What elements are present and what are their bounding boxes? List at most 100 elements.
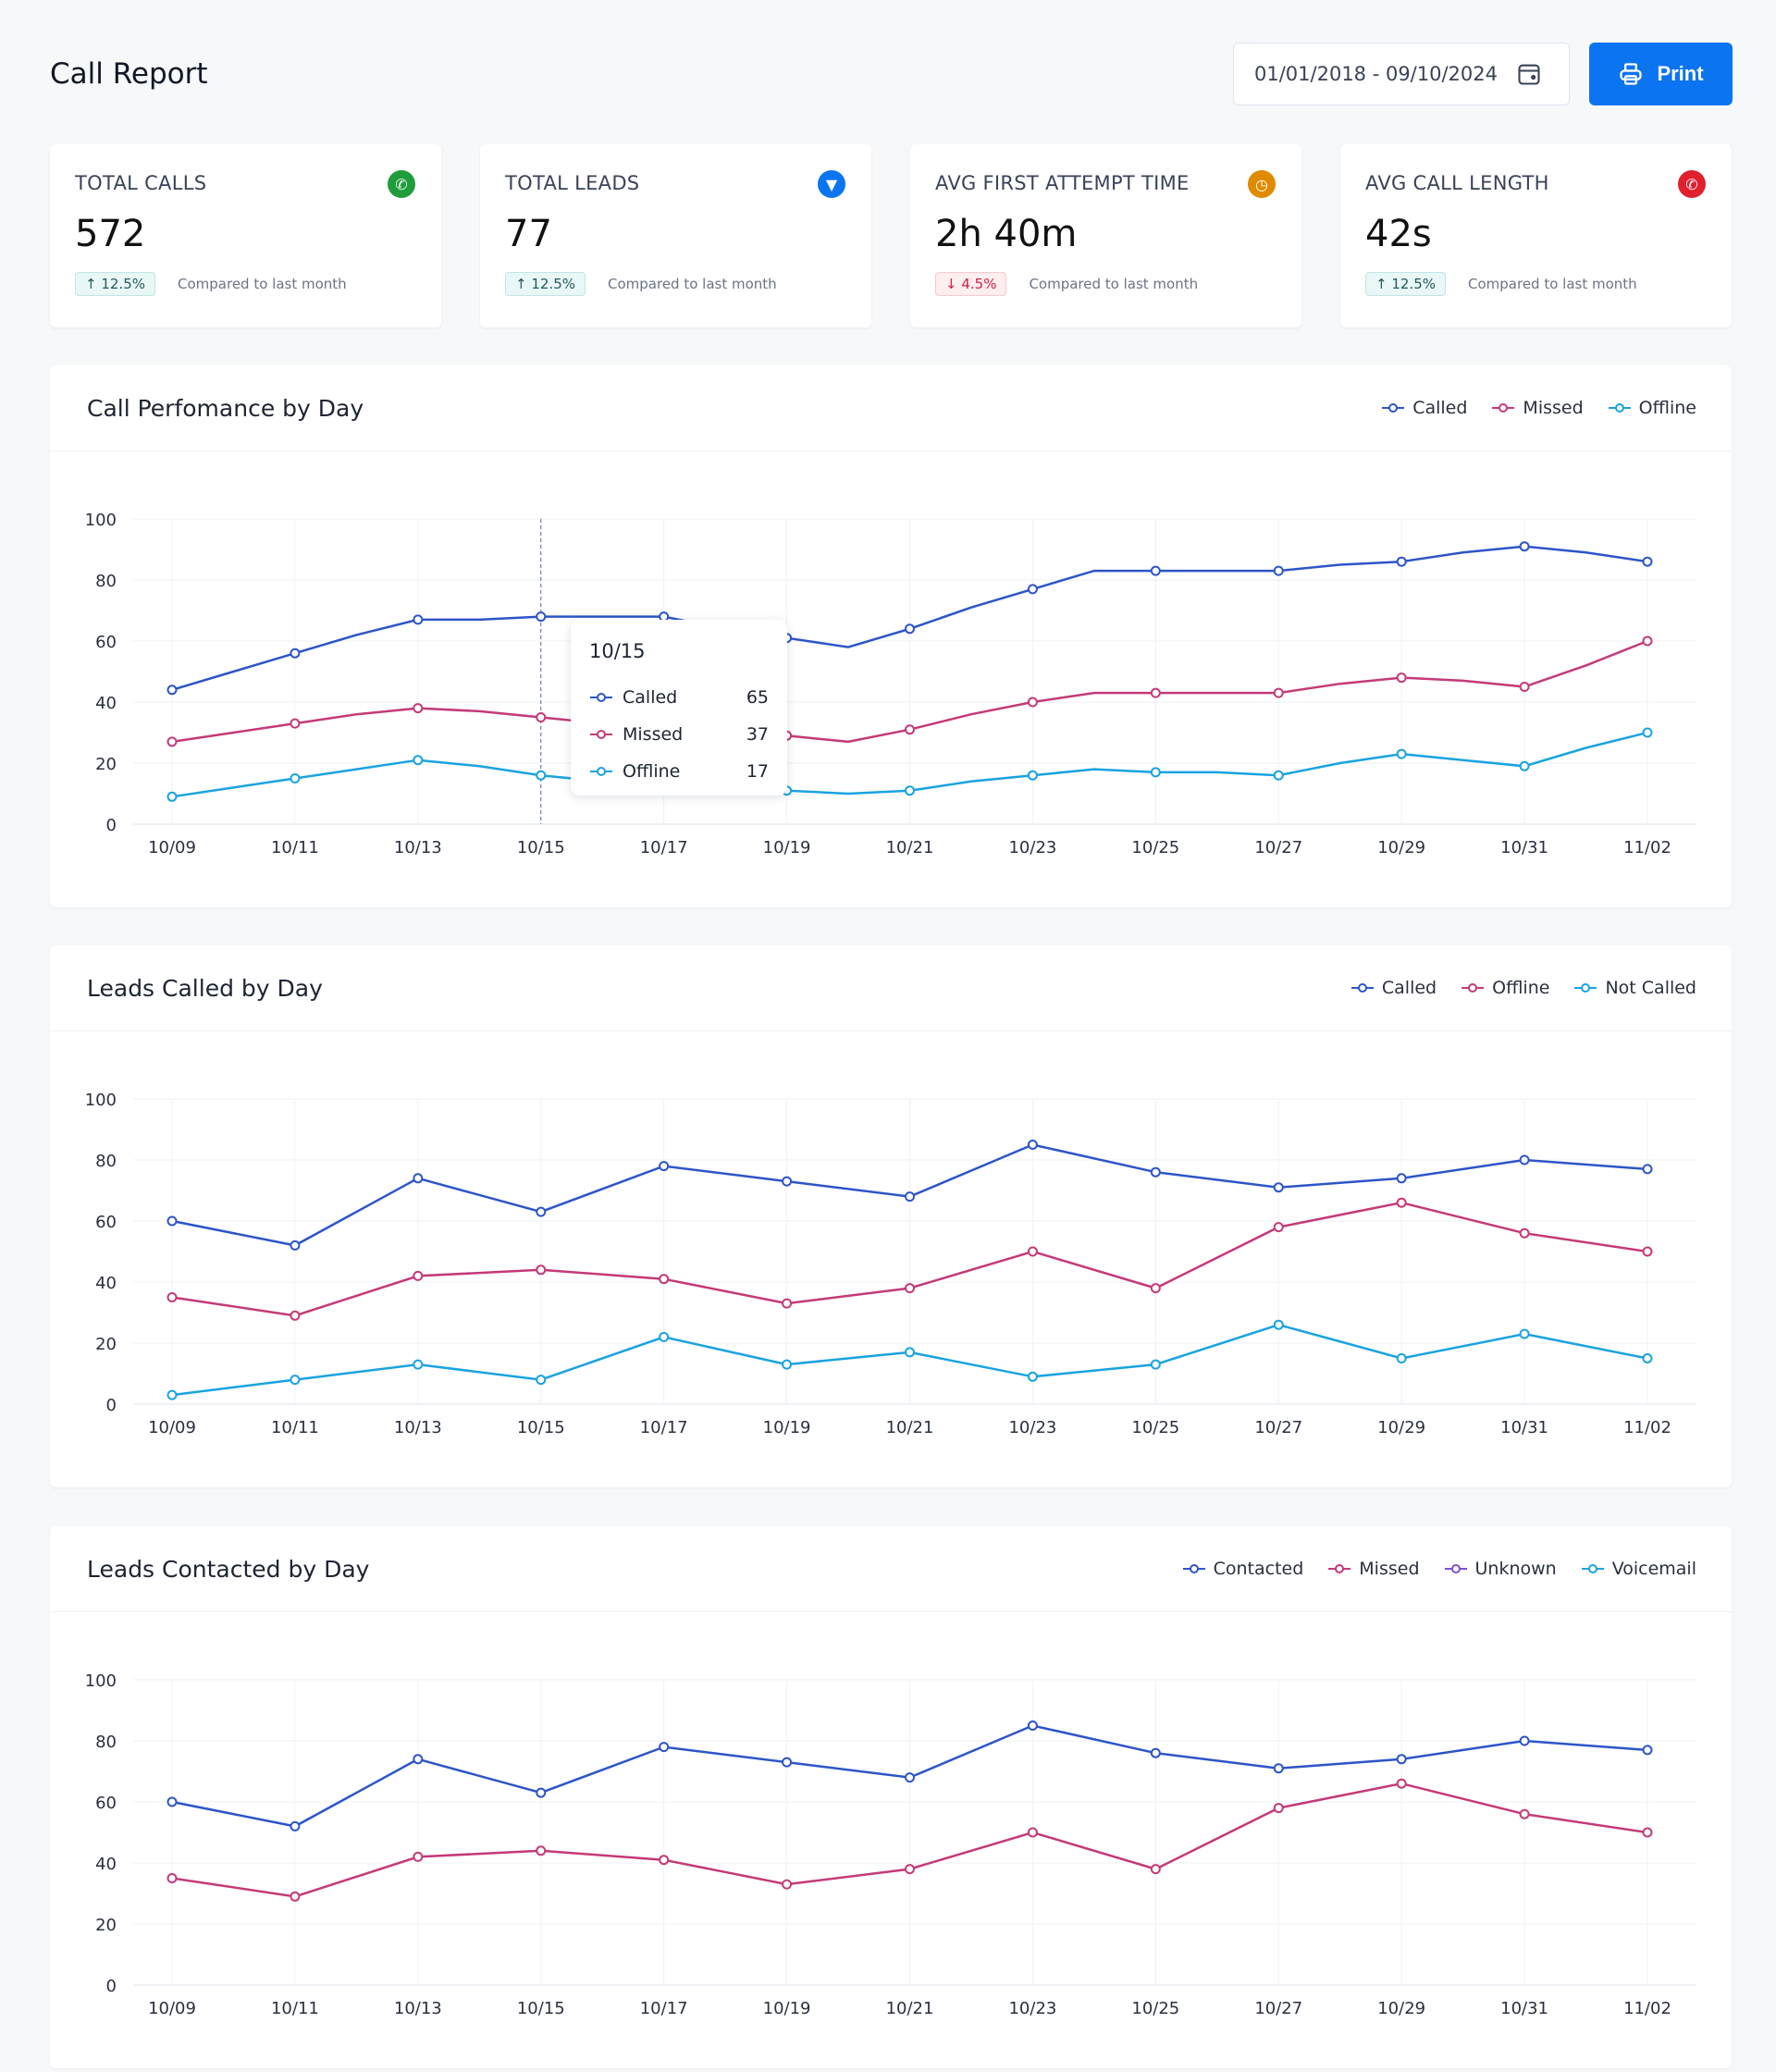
data-point[interactable] (166, 1292, 178, 1302)
data-point[interactable] (290, 1891, 301, 1902)
data-point[interactable] (1642, 1745, 1653, 1756)
data-point[interactable] (1273, 1763, 1284, 1774)
data-point[interactable] (905, 1191, 915, 1202)
data-point[interactable] (1273, 565, 1284, 576)
data-point[interactable] (290, 648, 301, 659)
data-point[interactable] (1027, 1140, 1038, 1150)
data-point[interactable] (536, 611, 547, 623)
data-point[interactable] (536, 1206, 547, 1217)
print-button[interactable]: Print (1589, 43, 1733, 105)
data-point[interactable] (905, 1772, 915, 1783)
data-point[interactable] (166, 791, 178, 802)
legend-item[interactable]: Contacted (1182, 1559, 1303, 1579)
data-point[interactable] (166, 1796, 178, 1807)
legend-item[interactable]: Not Called (1573, 978, 1696, 998)
data-point[interactable] (413, 614, 424, 625)
data-point[interactable] (782, 1359, 793, 1370)
data-point[interactable] (1273, 1319, 1284, 1330)
data-point[interactable] (659, 1274, 670, 1285)
data-point[interactable] (1519, 541, 1530, 552)
data-point[interactable] (1642, 635, 1653, 647)
date-range-picker[interactable]: 01/01/2018 - 09/10/2024 (1233, 43, 1570, 105)
legend-item[interactable]: Unknown (1444, 1559, 1557, 1579)
data-point[interactable] (659, 1161, 670, 1172)
data-point[interactable] (536, 712, 547, 722)
data-point[interactable] (1150, 1359, 1161, 1370)
data-point[interactable] (536, 770, 547, 781)
data-point[interactable] (905, 724, 915, 735)
data-point[interactable] (413, 1359, 424, 1370)
data-point[interactable] (1396, 672, 1407, 684)
data-point[interactable] (1273, 1222, 1284, 1233)
data-point[interactable] (1150, 1283, 1161, 1294)
data-point[interactable] (1642, 1246, 1653, 1257)
data-point[interactable] (1027, 1720, 1038, 1731)
data-point[interactable] (1027, 1827, 1038, 1838)
data-point[interactable] (1396, 1778, 1407, 1789)
data-point[interactable] (166, 684, 178, 696)
data-point[interactable] (1519, 1328, 1530, 1339)
data-point[interactable] (290, 773, 301, 783)
data-point[interactable] (1519, 682, 1530, 692)
data-point[interactable] (1396, 1353, 1407, 1363)
data-point[interactable] (782, 1757, 793, 1768)
data-point[interactable] (166, 1215, 178, 1227)
data-point[interactable] (1396, 1754, 1407, 1765)
data-point[interactable] (290, 1310, 301, 1321)
data-point[interactable] (1396, 1197, 1407, 1208)
data-point[interactable] (413, 755, 424, 766)
data-point[interactable] (536, 1845, 547, 1856)
data-point[interactable] (1642, 1353, 1653, 1363)
legend-item[interactable]: Called (1350, 978, 1437, 998)
data-point[interactable] (905, 623, 915, 635)
legend-item[interactable]: Missed (1491, 398, 1584, 418)
data-point[interactable] (1273, 687, 1284, 698)
data-point[interactable] (166, 1873, 178, 1883)
data-point[interactable] (1027, 1246, 1038, 1257)
data-point[interactable] (905, 1283, 915, 1294)
data-point[interactable] (905, 1347, 915, 1358)
data-point[interactable] (1642, 1827, 1653, 1838)
data-point[interactable] (413, 1754, 424, 1765)
data-point[interactable] (1150, 687, 1161, 698)
data-point[interactable] (905, 785, 915, 796)
data-point[interactable] (1642, 556, 1653, 567)
data-point[interactable] (659, 1331, 670, 1342)
data-point[interactable] (1150, 1864, 1161, 1875)
data-point[interactable] (1273, 1182, 1284, 1193)
data-point[interactable] (1396, 1173, 1407, 1184)
data-point[interactable] (1519, 1154, 1530, 1166)
data-point[interactable] (413, 1270, 424, 1281)
data-point[interactable] (1150, 767, 1161, 778)
data-point[interactable] (1519, 1808, 1530, 1819)
data-point[interactable] (1150, 1166, 1161, 1178)
data-point[interactable] (659, 1742, 670, 1753)
data-point[interactable] (166, 1389, 178, 1400)
data-point[interactable] (290, 1240, 301, 1251)
data-point[interactable] (536, 1787, 547, 1798)
data-point[interactable] (1642, 1164, 1653, 1175)
data-point[interactable] (659, 1855, 670, 1866)
data-point[interactable] (1273, 1803, 1284, 1814)
legend-item[interactable]: Missed (1327, 1559, 1420, 1579)
data-point[interactable] (166, 736, 178, 747)
data-point[interactable] (1150, 1747, 1161, 1758)
data-point[interactable] (413, 703, 424, 714)
data-point[interactable] (536, 1264, 547, 1276)
data-point[interactable] (290, 718, 301, 729)
data-point[interactable] (1027, 697, 1038, 708)
legend-item[interactable]: Offline (1608, 398, 1696, 418)
data-point[interactable] (782, 1879, 793, 1890)
legend-item[interactable]: Offline (1461, 978, 1549, 998)
data-point[interactable] (1027, 584, 1038, 595)
data-point[interactable] (1150, 565, 1161, 576)
data-point[interactable] (413, 1173, 424, 1184)
data-point[interactable] (1519, 1735, 1530, 1746)
data-point[interactable] (1396, 748, 1407, 759)
data-point[interactable] (290, 1375, 301, 1386)
data-point[interactable] (1642, 727, 1653, 738)
data-point[interactable] (782, 1298, 793, 1309)
legend-item[interactable]: Called (1381, 398, 1467, 418)
data-point[interactable] (1519, 1227, 1530, 1239)
data-point[interactable] (536, 1375, 547, 1386)
